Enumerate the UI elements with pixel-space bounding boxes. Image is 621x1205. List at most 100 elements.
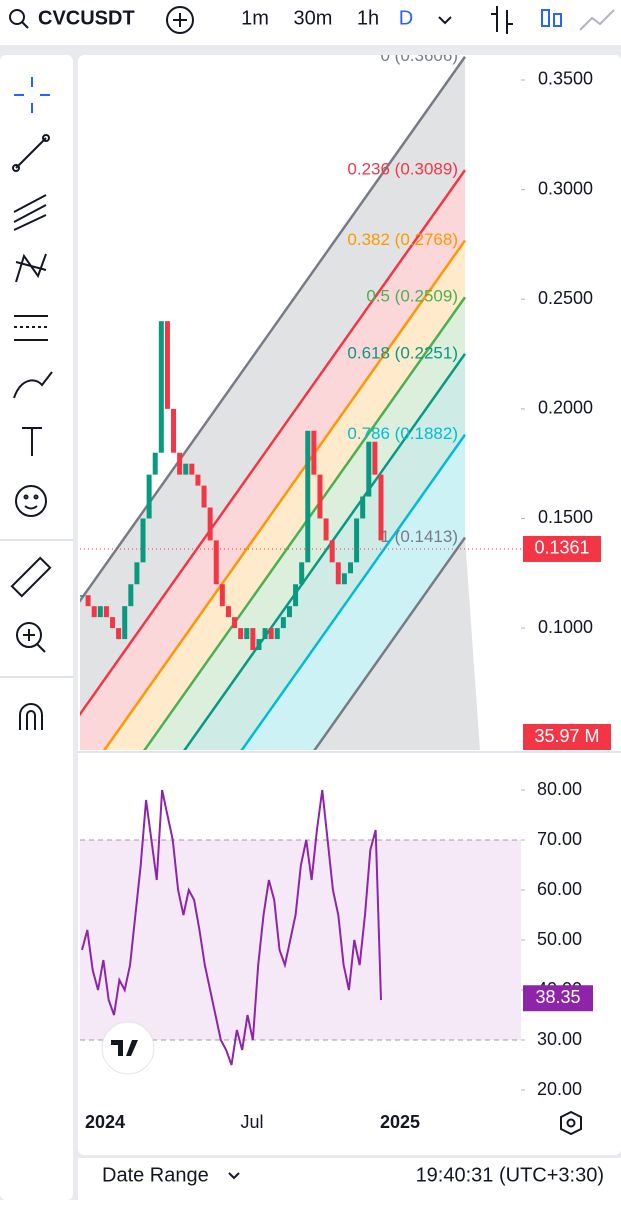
fib-band (80, 170, 465, 750)
candle (262, 628, 268, 640)
candle (110, 617, 116, 629)
candle (213, 540, 219, 585)
candle (207, 507, 213, 541)
fib-line (80, 169, 467, 717)
candle (152, 452, 158, 475)
candle (116, 628, 122, 640)
current-price-label: 0.1361 (534, 538, 589, 558)
y-tick-label: 0.1000 (538, 617, 593, 637)
logo-mark (111, 1040, 138, 1056)
candle (238, 628, 244, 640)
fib-label: 0.786 (0.1882) (347, 424, 458, 443)
chart-panel (78, 55, 621, 1155)
y-tick-label: 60.00 (537, 879, 582, 899)
candle (341, 573, 347, 585)
fib-band (80, 537, 480, 750)
candle (219, 584, 225, 607)
candle (347, 562, 353, 574)
candle (128, 584, 134, 607)
candle (293, 584, 299, 607)
y-tick-label: 30.00 (537, 1029, 582, 1049)
fib-line (102, 239, 467, 750)
fib-line (313, 536, 467, 750)
header (0, 0, 621, 45)
candle (360, 496, 366, 519)
candle (164, 321, 170, 409)
current-price-box (523, 535, 601, 562)
candle (97, 606, 103, 618)
y-tick-label: 80.00 (537, 779, 582, 799)
settings-icon[interactable] (560, 1110, 582, 1136)
fib-label: 0 (0.3606) (381, 46, 459, 65)
chevron (228, 1172, 240, 1180)
candle (366, 441, 372, 497)
timeframe[interactable]: 1h (357, 7, 379, 29)
fib-line (183, 353, 467, 750)
candle (268, 628, 274, 640)
header-icons (9, 6, 615, 34)
volume-label: 35.97 M (534, 726, 599, 746)
rsi-line (81, 789, 382, 1066)
candle (286, 606, 292, 618)
timeframe[interactable]: 1m (241, 7, 269, 29)
candle (274, 628, 280, 640)
candle (195, 474, 201, 486)
fib-line (240, 434, 467, 750)
candle (80, 595, 85, 597)
x-tick-label: 2024 (85, 1112, 125, 1132)
candle (189, 463, 195, 475)
settings-dot (566, 1118, 576, 1128)
timeframe[interactable]: 30m (294, 7, 333, 29)
timeframe[interactable]: D (399, 7, 413, 29)
fib-band (80, 56, 465, 715)
candle (225, 606, 231, 618)
fib-label: 0.5 (0.2509) (366, 287, 458, 306)
candle (201, 485, 207, 508)
fib-label: 0.382 (0.2768) (347, 230, 458, 249)
candle (256, 639, 262, 651)
candle (311, 430, 317, 475)
fib-line (80, 56, 467, 603)
candle (140, 518, 146, 563)
y-tick-label: 0.2500 (538, 288, 593, 308)
drawing-tools (0, 77, 73, 730)
candle (372, 441, 378, 475)
y-tick-label: 0.2000 (538, 398, 593, 418)
x-tick-label: 2025 (380, 1112, 420, 1132)
candle (244, 628, 250, 640)
candle (122, 606, 128, 640)
candle (232, 617, 238, 629)
x-tick-label: Jul (240, 1112, 263, 1132)
footer-bar (78, 1158, 621, 1200)
y-tick-label: 20.00 (537, 1079, 582, 1099)
logo[interactable] (101, 1021, 155, 1075)
fib-label: 0.236 (0.3089) (347, 160, 458, 179)
candle (91, 606, 97, 618)
y-tick-label: 70.00 (537, 829, 582, 849)
clock[interactable]: 19:40:31 (UTC+3:30) (416, 1164, 604, 1186)
candle (146, 474, 152, 519)
fib-label: 0.618 (0.2251) (347, 343, 458, 362)
y-tick-label: 50.00 (537, 929, 582, 949)
y-tick-label: 0.3500 (538, 69, 593, 89)
candle (158, 321, 164, 453)
candle (354, 518, 360, 563)
candle (171, 408, 177, 453)
candle (317, 474, 323, 519)
candle (299, 562, 305, 585)
y-tick-label: 0.1500 (538, 507, 593, 527)
candle (85, 595, 91, 607)
fib-label: 1 (0.1413) (381, 527, 459, 546)
candle (329, 540, 335, 563)
volume-box (523, 724, 611, 750)
candle (323, 518, 329, 541)
candle (177, 452, 183, 475)
symbol[interactable]: CVCUSDT (38, 7, 135, 29)
candle (305, 430, 311, 563)
candle (250, 628, 256, 651)
candle (183, 463, 189, 475)
candle (134, 562, 140, 585)
rsi-value-box (523, 985, 593, 1012)
date-range[interactable]: Date Range (102, 1164, 209, 1186)
